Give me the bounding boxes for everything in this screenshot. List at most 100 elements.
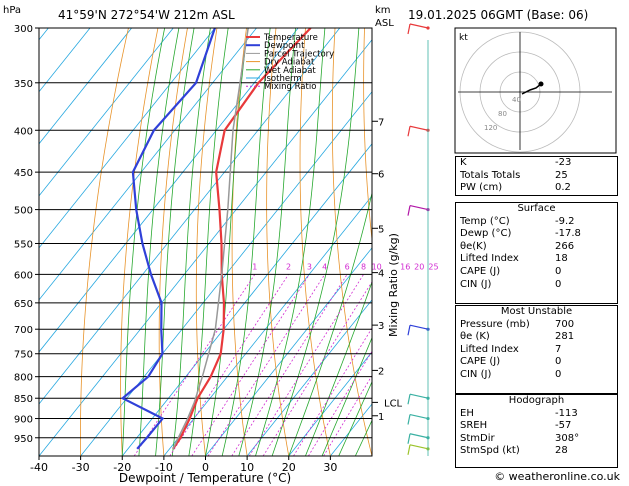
temperature-tick-label: -20	[113, 461, 131, 474]
isotherm-line	[246, 299, 372, 456]
legend-item: Dry Adiabat	[264, 58, 315, 68]
row-value: -57	[555, 420, 572, 432]
row-label: Lifted Index	[460, 343, 519, 355]
table-row: Dewp (°C) -17.8	[456, 228, 617, 241]
isobar-lines	[39, 27, 372, 439]
wind-barb-flag	[407, 414, 411, 425]
hodograph-storm-marker	[538, 81, 544, 87]
pressure-tick-label: 400	[14, 126, 33, 137]
row-value: -113	[555, 407, 578, 419]
row-value: 7	[555, 343, 562, 355]
asl-label: ASL	[375, 18, 394, 29]
row-value: 0	[555, 278, 562, 290]
km-label: km	[375, 5, 391, 16]
mixing-ratio-label: 4	[322, 262, 327, 271]
wind-barb	[409, 393, 429, 399]
row-label: CIN (J)	[460, 368, 492, 380]
row-label: SREH	[460, 420, 488, 432]
table-row: PW (cm) 0.2	[456, 182, 617, 195]
wind-barb	[409, 205, 429, 211]
legend-item: Parcel Trajectory	[264, 49, 334, 59]
height-tick-label: 6	[378, 170, 384, 181]
dry-adiabat-line	[80, 28, 129, 456]
hpa-label: hPa	[3, 5, 21, 16]
row-label: Lifted Index	[460, 253, 519, 265]
mixing-ratio-axis-title: Mixing Ratio (g/kg)	[387, 233, 400, 337]
pressure-tick-label: 300	[14, 24, 33, 35]
pressure-tick-label: 550	[14, 239, 33, 250]
most-unstable-panel: Most Unstable Pressure (mb) 700 θe (K) 281 L…	[455, 305, 618, 394]
table-row: K -23	[456, 157, 617, 170]
table-row: SREH -57	[456, 420, 617, 433]
indices-panel: K -23 Totals Totals 25 PW (cm) 0.2	[455, 156, 618, 196]
row-label: θe (K)	[460, 331, 490, 343]
pressure-tick-label: 600	[14, 270, 33, 281]
temperature-line	[172, 28, 312, 450]
wet-adiabat-line	[138, 28, 180, 456]
row-label: K	[460, 157, 467, 168]
isotherm-line	[205, 247, 372, 456]
wind-station-dot	[426, 26, 430, 30]
table-row: CAPE (J) 0	[456, 266, 617, 279]
wet-adiabat-line	[171, 28, 211, 456]
dewpoint-line	[120, 28, 216, 450]
table-row: CAPE (J) 0	[456, 356, 617, 369]
table-row: EH -113	[456, 408, 617, 421]
table-row: StmDir 308°	[456, 433, 617, 446]
mixing-ratio-label: 6	[345, 262, 350, 271]
copyright: © weatheronline.co.uk	[494, 470, 620, 483]
wet-adiabat-line	[338, 380, 372, 456]
wind-barb	[409, 413, 429, 420]
wind-barb	[409, 433, 429, 439]
row-label: CIN (J)	[460, 278, 492, 290]
dry-adiabat-line	[195, 28, 218, 456]
wind-barb-flag	[407, 325, 411, 336]
legend-item: Mixing Ratio	[264, 82, 316, 92]
location-title: 41°59'N 272°54'W 212m ASL	[58, 8, 235, 22]
pressure-tick-label: 650	[14, 299, 33, 310]
hodograph-frame	[454, 27, 617, 154]
table-row: θe(K) 266	[456, 241, 617, 254]
row-value: 308°	[555, 432, 580, 444]
wind-barb-flag	[407, 433, 411, 444]
wet-adiabat-line	[321, 336, 372, 456]
pressure-axis: 300 350 400 450 500 550 600 650 700 750 800 850 900 9…	[14, 24, 39, 445]
dry-adiabat-line	[331, 28, 372, 456]
temperature-tick-label: -40	[30, 461, 48, 474]
row-value: 700	[555, 318, 575, 330]
hodograph-kt-label: kt	[459, 33, 468, 43]
row-label: θe(K)	[460, 240, 487, 252]
row-value: -23	[555, 157, 572, 168]
hodograph-trace	[521, 83, 542, 95]
mixing-ratio-line	[133, 274, 256, 456]
mixing-ratio-label: 8	[361, 262, 366, 271]
temperature-tick-label: -30	[72, 461, 90, 474]
temperature-tick-label: 20	[282, 461, 296, 474]
row-value: 281	[555, 331, 575, 343]
dry-adiabat-line	[120, 28, 159, 456]
hodograph-table-panel: Hodograph EH -113 SREH -57 StmDir 308° StmSpd …	[455, 394, 618, 468]
pressure-tick-label: 500	[14, 206, 33, 217]
wind-barb	[409, 444, 429, 450]
mixing-ratio-label: 20	[414, 262, 424, 271]
wind-barb-flag	[407, 394, 411, 405]
wind-barb-flag	[407, 205, 411, 216]
pressure-tick-label: 900	[14, 415, 33, 426]
temperature-tick-label: 10	[240, 461, 254, 474]
pressure-tick-label: 950	[14, 434, 33, 445]
temperature-axis: -40 -30 -20 -10 0 10 20 30	[30, 456, 337, 474]
row-label: PW (cm)	[460, 182, 503, 194]
mixing-ratio-labels: 1 2 3 4 6 8 10 16 20 25	[252, 262, 438, 271]
temperature-tick-label: -10	[155, 461, 173, 474]
isotherm-line	[39, 28, 174, 197]
height-tick-label: 7	[378, 117, 384, 128]
isotherm-line	[163, 195, 372, 456]
table-row: θe (K) 281	[456, 331, 617, 344]
mixing-ratio-line	[207, 274, 326, 456]
mixing-ratio-label: 10	[372, 262, 382, 271]
row-value: 0	[555, 368, 562, 380]
isotherm-line	[39, 28, 132, 145]
